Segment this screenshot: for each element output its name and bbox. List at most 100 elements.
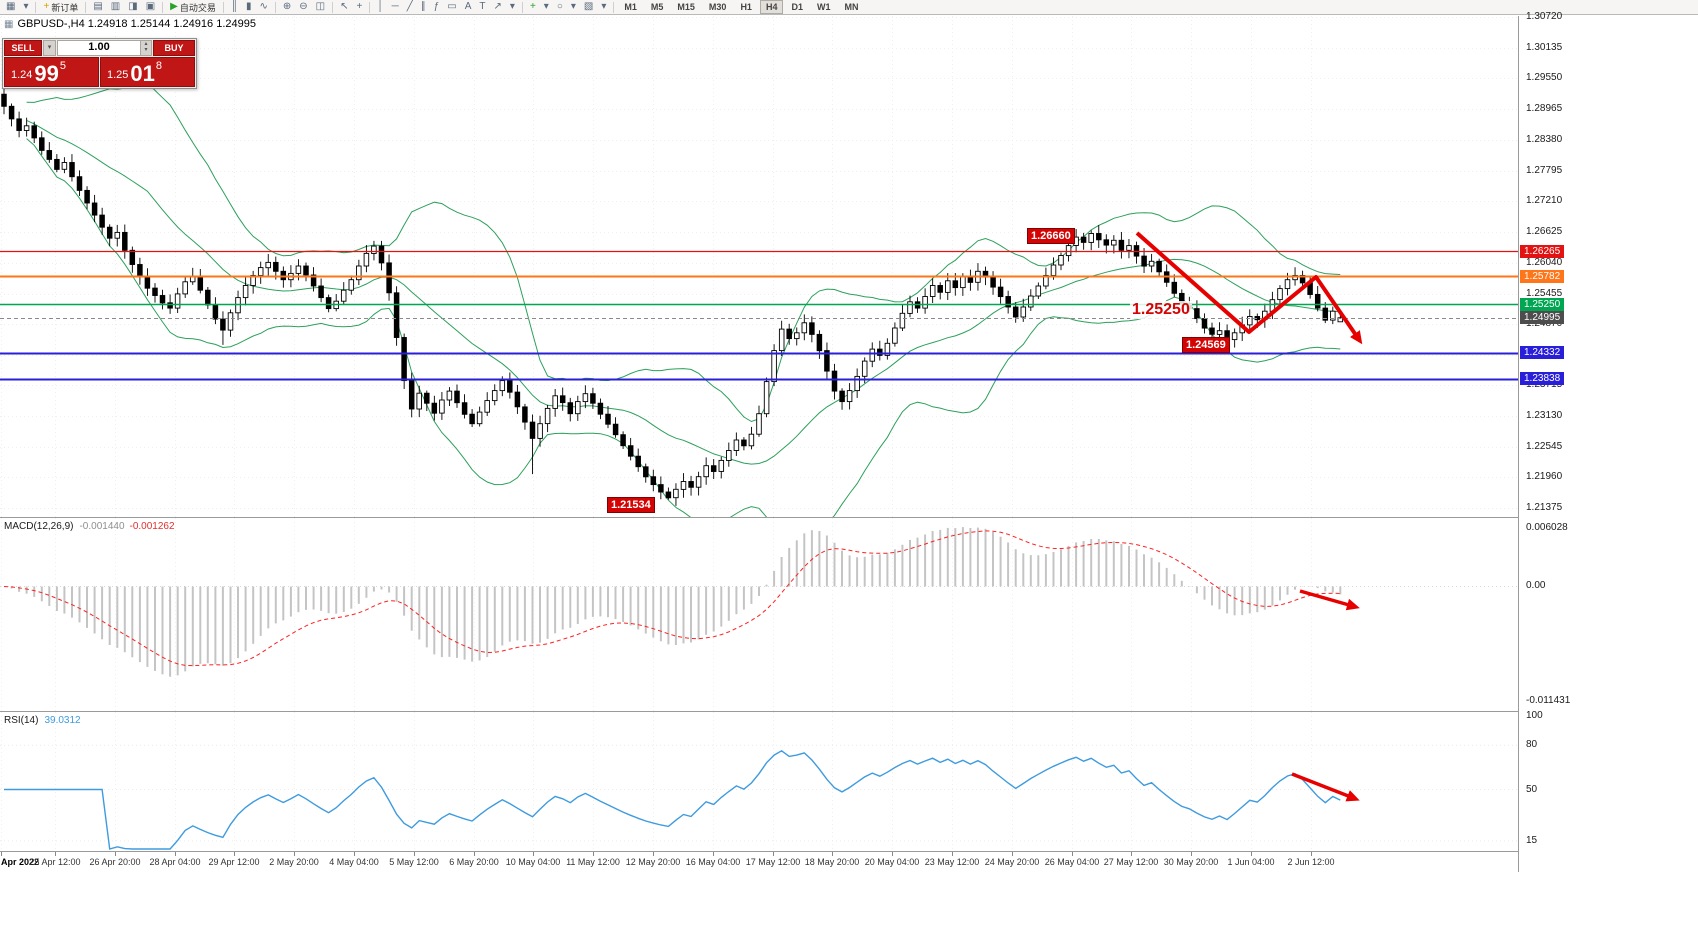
terminal-icon[interactable]: ▣ [143, 1, 158, 14]
toolbar-separator [162, 1, 164, 13]
macd-canvas[interactable] [0, 518, 1518, 711]
time-tick [1072, 852, 1073, 856]
price-annotation-label[interactable]: 1.26660 [1027, 228, 1075, 244]
volume-down-icon[interactable]: ▾ [144, 47, 148, 53]
arrow-object-icon[interactable]: ↗ [491, 1, 505, 14]
price-scale-label: 1.25455 [1526, 287, 1563, 299]
shapes-icon[interactable]: ▭ [444, 1, 459, 14]
macd-name: MACD(12,26,9) [4, 521, 74, 532]
panel-separator[interactable] [0, 517, 1698, 518]
one-click-price-row: 1.24 99 5 1.25 01 8 [4, 57, 195, 87]
fibonacci-icon[interactable]: ƒ [431, 1, 443, 14]
timeframe-m30-button[interactable]: M30 [708, 2, 727, 12]
auto-trading-button[interactable]: ▶ 自动交易 [167, 1, 219, 14]
rsi-line [4, 749, 1341, 850]
new-chart-icon: ▦ [6, 1, 16, 12]
text-label-icon[interactable]: T [476, 1, 488, 14]
sell-price-pip: 5 [59, 60, 67, 72]
text-label-icon: T [479, 1, 486, 12]
channel-icon[interactable]: ∥ [418, 1, 429, 14]
price-scale-label: 1.29550 [1526, 72, 1563, 84]
indicators-dropdown-icon[interactable]: ▾ [541, 1, 552, 14]
tile-windows-icon[interactable]: ◫ [313, 1, 328, 14]
time-tick [1191, 852, 1192, 856]
cursor-icon[interactable]: ↖ [337, 1, 351, 14]
sell-price-prefix: 1.24 [11, 69, 33, 81]
bollinger-bands [26, 82, 1341, 517]
price-annotation-big-label[interactable]: 1.25250 [1130, 301, 1192, 319]
periods-dropdown-icon[interactable]: ▾ [568, 1, 579, 14]
timeframe-d1-button[interactable]: D1 [791, 2, 803, 12]
panel-separator[interactable] [0, 711, 1698, 712]
buy-button[interactable]: BUY [153, 40, 195, 56]
periods-icon[interactable]: ○ [554, 1, 566, 14]
vertical-line-icon[interactable]: │ [374, 1, 386, 14]
zoom-in-icon[interactable]: ⊕ [280, 1, 294, 14]
price-scale-label: 1.21375 [1526, 502, 1563, 513]
data-window-icon: ▥ [110, 1, 121, 12]
navigator-icon[interactable]: ◨ [125, 1, 140, 14]
rsi-value: 39.0312 [44, 715, 81, 726]
buy-price-button[interactable]: 1.25 01 8 [100, 57, 195, 87]
timeframe-h4-button[interactable]: H4 [759, 0, 784, 14]
trend-arrow [1299, 589, 1360, 611]
new-chart-dropdown-icon[interactable]: ▾ [20, 1, 31, 14]
horizontal-line-icon[interactable]: ─ [389, 1, 402, 14]
new-chart-icon[interactable]: ▦ [3, 1, 18, 14]
toolbar-separator [35, 1, 37, 13]
line-chart-mode-icon[interactable]: ∿ [256, 1, 270, 14]
arrow-object-icon: ↗ [493, 1, 502, 12]
price-tag: 1.24995 [1520, 311, 1565, 325]
rsi-indicator-panel[interactable]: RSI(14) 39.0312 [0, 712, 1518, 851]
market-watch-icon[interactable]: ▤ [90, 1, 105, 14]
volume-value[interactable]: 1.00 [88, 41, 110, 53]
templates-dropdown-icon[interactable]: ▾ [598, 1, 609, 14]
price-scale-label: 1.27795 [1526, 164, 1563, 176]
zoom-in-icon: ⊕ [282, 1, 292, 12]
price-scale-label: 1.28380 [1526, 133, 1563, 145]
price-scale-label: 1.30720 [1526, 11, 1563, 22]
timeframe-m5-button[interactable]: M5 [650, 2, 664, 12]
volume-spinner[interactable]: ▴ ▾ [140, 41, 151, 55]
sell-dropdown-icon[interactable]: ▾ [43, 40, 56, 56]
horizontal-line-icon: ─ [391, 1, 399, 12]
data-window-icon[interactable]: ▥ [108, 1, 123, 14]
templates-icon[interactable]: ▧ [581, 1, 596, 14]
price-tag: 1.24332 [1520, 346, 1565, 360]
price-chart-canvas[interactable] [0, 16, 1518, 517]
timeframe-m15-button[interactable]: M15 [677, 2, 695, 12]
indicators-icon[interactable]: + [527, 1, 539, 14]
macd-scale-label: 0.00 [1526, 580, 1546, 592]
trendline-icon[interactable]: ╱ [404, 1, 416, 14]
candlestick-chart-mode-icon[interactable]: ▮ [243, 1, 255, 14]
rsi-scale-label: 15 [1526, 834, 1538, 846]
sell-button[interactable]: SELL [4, 40, 42, 56]
new-order-button[interactable]: + 新订单 [40, 1, 81, 14]
timeframe-h1-button[interactable]: H1 [740, 2, 752, 12]
text-icon[interactable]: A [462, 1, 475, 14]
macd-indicator-panel[interactable]: MACD(12,26,9) -0.001440 -0.001262 [0, 518, 1518, 711]
price-annotation-label[interactable]: 1.21534 [607, 497, 655, 513]
buy-price-pip: 8 [155, 60, 163, 72]
rsi-name: RSI(14) [4, 715, 39, 726]
time-axis[interactable]: Apr 2022 25 Apr 12:00 26 Apr 20:00 28 Apr 0… [0, 852, 1518, 872]
zoom-out-icon[interactable]: ⊖ [296, 1, 310, 14]
periods-dropdown-icon: ▾ [570, 1, 576, 12]
arrow-object-dropdown-icon[interactable]: ▾ [507, 1, 518, 14]
volume-field[interactable]: 1.00 ▴ ▾ [57, 40, 152, 56]
rsi-canvas[interactable] [0, 712, 1518, 851]
vertical-grid [1, 518, 1312, 711]
price-annotation-label[interactable]: 1.24569 [1182, 337, 1230, 353]
crosshair-icon[interactable]: + [354, 1, 366, 14]
time-tick [533, 852, 534, 856]
price-scale[interactable]: 1.30720 1.30135 1.29550 1.28965 1.28380 1.277… [1519, 11, 1698, 872]
timeframe-mn-button[interactable]: MN [844, 2, 859, 12]
panel-separator[interactable] [0, 851, 1698, 852]
timeframe-m1-button[interactable]: M1 [624, 2, 637, 12]
bar-chart-mode-icon[interactable]: ║ [228, 1, 241, 14]
price-chart-panel[interactable]: ▦ GBPUSD-,H4 1.24918 1.25144 1.24916 1.2… [0, 16, 1518, 517]
timeframe-w1-button[interactable]: W1 [816, 2, 831, 12]
volume-up-icon[interactable]: ▴ [144, 41, 148, 47]
sell-price-button[interactable]: 1.24 99 5 [4, 57, 99, 87]
symbol-ohlc-text: GBPUSD-,H4 1.24918 1.25144 1.24916 1.249… [17, 18, 256, 30]
